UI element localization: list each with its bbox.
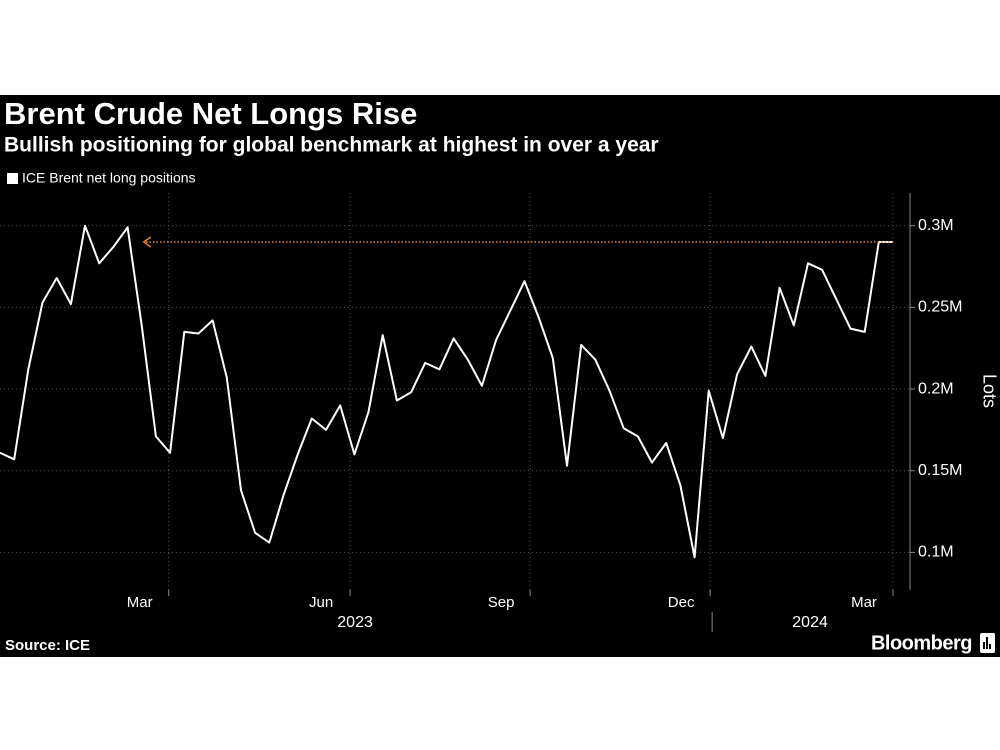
x-tick-label: Sep bbox=[488, 594, 515, 611]
y-axis-label: Lots bbox=[979, 374, 999, 408]
year-label: 2023 bbox=[337, 614, 373, 631]
year-label: 2024 bbox=[792, 614, 828, 631]
y-tick-label: 0.15M bbox=[918, 462, 962, 479]
chart-subtitle: Bullish positioning for global benchmark… bbox=[4, 134, 659, 157]
x-tick-label: Jun bbox=[309, 594, 333, 611]
annotation-arrowhead bbox=[142, 236, 152, 248]
y-tick-label: 0.1M bbox=[918, 544, 954, 561]
brand-icon-bars bbox=[983, 637, 991, 649]
x-tick-label: Mar bbox=[127, 594, 153, 611]
y-tick-label: 0.3M bbox=[918, 217, 954, 234]
background bbox=[0, 95, 1000, 657]
line bbox=[0, 224, 893, 559]
legend-swatch bbox=[7, 173, 18, 184]
brand: Bloomberg bbox=[871, 632, 972, 654]
y-tick-label: 0.25M bbox=[918, 299, 962, 316]
x-tick-label: Mar bbox=[851, 594, 877, 611]
source: Source: ICE bbox=[5, 637, 90, 654]
x-tick-label: Dec bbox=[668, 594, 695, 611]
legend-label: ICE Brent net long positions bbox=[22, 170, 196, 186]
chart-title: Brent Crude Net Longs Rise bbox=[4, 96, 417, 131]
y-tick-label: 0.2M bbox=[918, 380, 954, 397]
